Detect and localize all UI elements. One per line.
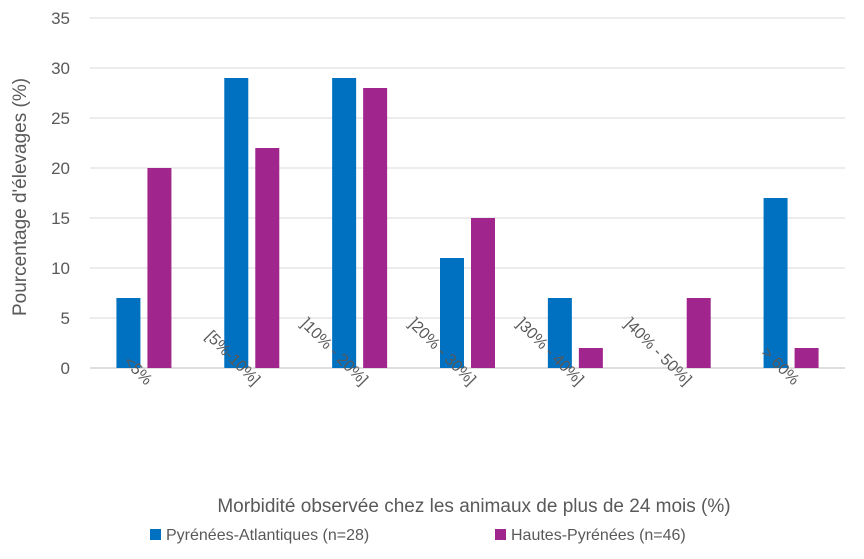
bar	[363, 88, 388, 368]
bar	[547, 298, 572, 368]
bar	[116, 298, 141, 368]
y-tick-label: 0	[61, 359, 70, 378]
y-tick-label: 30	[51, 59, 70, 78]
y-axis-ticks: 0 5 10 15 20 25 30 35	[51, 9, 70, 378]
y-tick-label: 5	[61, 309, 70, 328]
bar	[578, 348, 603, 368]
legend-label: Hautes-Pyrénées (n=46)	[511, 527, 686, 544]
bar	[332, 78, 357, 368]
x-tick-label: ]40% - 50%]	[621, 315, 695, 389]
bar	[794, 348, 819, 368]
bars	[116, 78, 819, 368]
bar	[471, 218, 495, 368]
bar	[224, 78, 249, 368]
bar	[255, 148, 280, 368]
bar	[763, 198, 788, 368]
bar	[686, 298, 711, 368]
gridlines	[90, 17, 845, 369]
bar	[147, 168, 172, 368]
legend-swatch	[150, 529, 161, 540]
y-axis-label: Pourcentage d'élevages (%)	[10, 78, 31, 316]
x-axis-label: Morbidité observée chez les animaux de p…	[217, 496, 730, 517]
y-tick-label: 20	[51, 159, 70, 178]
legend: Pyrénées-Atlantiques (n=28) Hautes-Pyréné…	[150, 527, 686, 544]
y-tick-label: 15	[51, 209, 70, 228]
y-tick-label: 10	[51, 259, 70, 278]
legend-swatch	[495, 529, 506, 540]
y-tick-label: 25	[51, 109, 70, 128]
y-tick-label: 35	[51, 9, 70, 28]
bar	[440, 258, 464, 368]
legend-label: Pyrénées-Atlantiques (n=28)	[166, 527, 369, 544]
